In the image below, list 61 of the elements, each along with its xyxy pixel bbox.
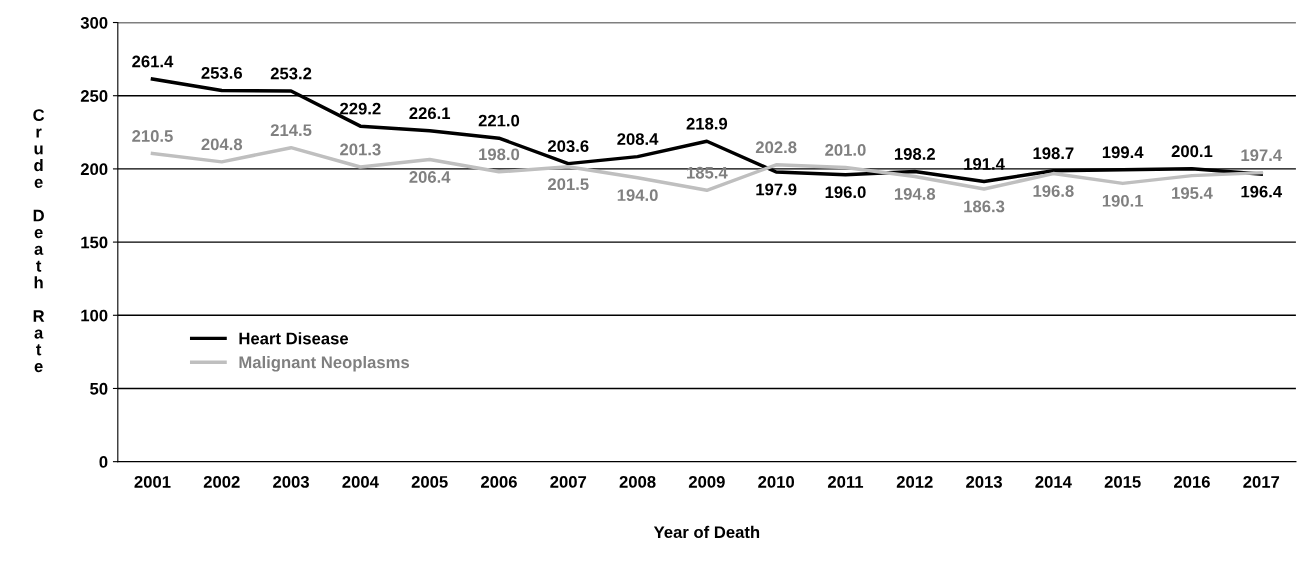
data-label: 210.5 xyxy=(132,130,173,142)
x-tick-label: 2010 xyxy=(758,475,795,488)
y-tick-label: 100 xyxy=(81,309,108,322)
data-label: 203.6 xyxy=(547,140,589,153)
x-tick-label: 2001 xyxy=(134,475,171,488)
data-label: 201.0 xyxy=(825,144,866,156)
data-label: 261.4 xyxy=(132,55,174,68)
data-label: 226.1 xyxy=(409,107,451,120)
x-tick-label: 2007 xyxy=(550,475,587,488)
data-label: 196.0 xyxy=(825,186,866,199)
y-tick-label: 0 xyxy=(99,456,108,468)
x-tick-label: 2012 xyxy=(896,475,933,488)
data-label: 197.4 xyxy=(1241,149,1283,162)
data-label: 198.2 xyxy=(894,148,935,160)
data-label: 194.0 xyxy=(617,189,658,202)
legend-label: Malignant Neoplasms xyxy=(239,356,410,372)
data-label: 202.8 xyxy=(755,141,797,154)
data-label: 198.7 xyxy=(1033,147,1074,160)
x-tick-label: 2009 xyxy=(688,475,725,488)
data-label: 218.9 xyxy=(686,117,728,130)
y-tick-label: 150 xyxy=(81,236,108,249)
y-tick-label: 200 xyxy=(80,163,108,176)
data-label: 206.4 xyxy=(409,171,451,183)
data-label: 190.1 xyxy=(1102,194,1144,207)
y-tick-label: 50 xyxy=(90,382,108,395)
data-label: 201.3 xyxy=(340,143,381,156)
legend-label: Heart Disease xyxy=(239,332,349,345)
data-label: 214.5 xyxy=(270,124,312,137)
x-tick-label: 2014 xyxy=(1035,475,1072,488)
y-tick-label: 300 xyxy=(80,16,108,29)
data-label: 208.4 xyxy=(617,133,659,145)
x-tick-label: 2003 xyxy=(273,475,309,488)
data-label: 199.4 xyxy=(1102,146,1144,159)
data-label: 229.2 xyxy=(340,102,381,115)
x-tick-label: 2006 xyxy=(481,475,517,488)
data-label: 191.4 xyxy=(964,158,1005,170)
data-label: 221.0 xyxy=(478,114,520,127)
data-label: 204.8 xyxy=(201,138,243,151)
x-tick-label: 2017 xyxy=(1243,475,1280,488)
x-axis-title: Year of Death xyxy=(653,525,760,539)
data-label: 194.8 xyxy=(894,188,936,200)
data-label: 195.4 xyxy=(1172,187,1213,199)
x-tick-label: 2004 xyxy=(342,475,379,488)
data-label: 196.8 xyxy=(1033,185,1074,197)
data-label: 201.5 xyxy=(547,178,589,191)
x-tick-label: 2005 xyxy=(411,475,448,488)
data-label: 196.4 xyxy=(1241,185,1283,198)
x-tick-label: 2008 xyxy=(619,475,656,488)
data-label: 253.2 xyxy=(270,67,312,80)
data-label: 197.9 xyxy=(756,183,797,196)
x-tick-label: 2013 xyxy=(966,475,1002,488)
data-label: 253.6 xyxy=(201,67,243,79)
data-label: 198.0 xyxy=(479,148,520,161)
data-label: 186.3 xyxy=(964,200,1005,213)
x-tick-label: 2016 xyxy=(1174,475,1210,488)
data-label: 200.1 xyxy=(1171,145,1213,158)
x-tick-label: 2002 xyxy=(203,475,240,488)
text: Crude Death Rate xyxy=(33,109,45,373)
y-tick-label: 250 xyxy=(80,90,108,102)
x-tick-label: 2011 xyxy=(827,475,864,488)
x-tick-label: 2015 xyxy=(1104,475,1141,488)
